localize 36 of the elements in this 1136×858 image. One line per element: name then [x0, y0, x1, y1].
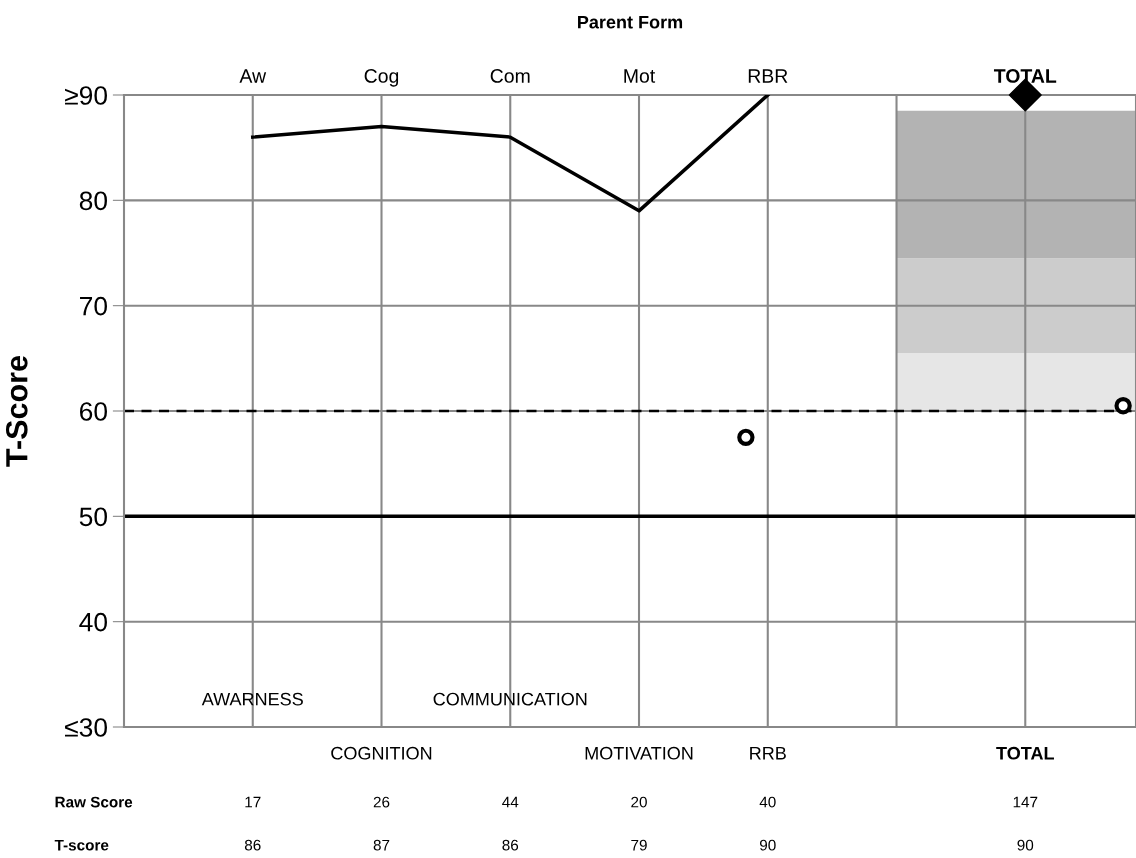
text: 17: [245, 796, 261, 808]
x-tick-label: RBR: [748, 69, 788, 83]
x-tick-label: Mot: [624, 69, 656, 83]
x-tick-label: TOTAL: [993, 69, 1057, 83]
annotation: AWARNESS: [201, 692, 303, 706]
y-tick-label: ≤30: [65, 718, 107, 737]
text: T-score: [54, 839, 109, 851]
text: 26: [373, 796, 390, 808]
y-tick-label: 80: [79, 191, 107, 211]
text: 87: [373, 839, 390, 851]
x-tick-label: Cog: [364, 69, 399, 87]
y-tick-label: ≥90: [65, 86, 107, 105]
text: 90: [759, 839, 776, 851]
y-tick-label: 60: [80, 402, 107, 421]
y-tick-label: 70: [80, 296, 107, 316]
text: 90: [1017, 839, 1034, 851]
text: 44: [502, 796, 519, 808]
text: TOTAL: [996, 746, 1054, 760]
text: Raw Score: [55, 796, 133, 808]
y-axis-title: T-Score: [5, 356, 28, 467]
annotation: COMMUNICATION: [433, 692, 587, 706]
text: 86: [502, 839, 519, 851]
x-tick-label: Aw: [239, 69, 267, 83]
y-tick-label: 50: [79, 507, 107, 527]
text: 40: [759, 796, 776, 808]
text: 20: [631, 796, 647, 808]
chart-title: Parent Form: [578, 15, 683, 29]
text: 86: [244, 839, 261, 851]
text: 79: [631, 839, 647, 851]
text: RRB: [750, 747, 786, 760]
y-tick-label: 40: [79, 612, 107, 632]
text: MOTIVATION: [585, 746, 693, 760]
x-tick-label: Com: [490, 69, 530, 83]
text: 147: [1013, 796, 1038, 808]
text: COGNITION: [331, 746, 432, 760]
line-series: [251, 95, 770, 213]
